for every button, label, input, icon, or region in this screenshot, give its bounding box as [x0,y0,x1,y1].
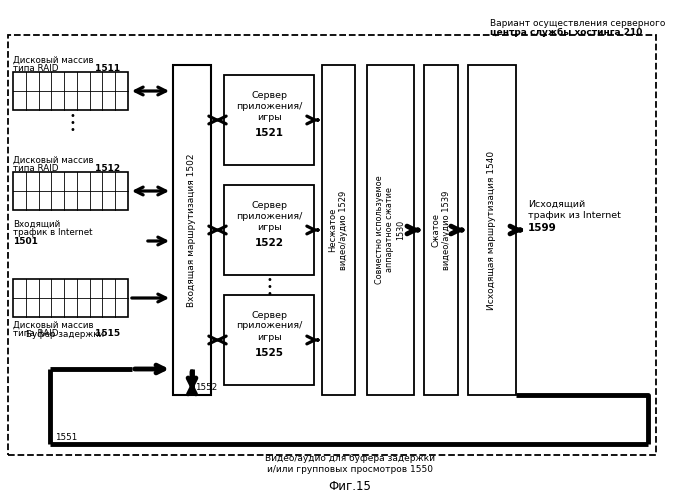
Text: 1521: 1521 [254,128,284,138]
Text: •: • [266,282,272,292]
Text: Фиг.15: Фиг.15 [329,481,371,494]
Bar [224,185,314,275]
Text: Дисковый массив: Дисковый массив [13,321,94,330]
Text: •: • [69,125,75,135]
Bar [322,65,355,395]
Text: трафик из Internet: трафик из Internet [528,211,621,220]
Bar [367,65,414,395]
Text: •: • [266,275,272,285]
Text: трафик в Internet: трафик в Internet [13,228,92,237]
Text: 1501: 1501 [13,237,38,246]
Text: типа RAID: типа RAID [13,164,59,173]
Text: приложения/: приложения/ [236,101,302,110]
Text: Вариант осуществления серверного: Вариант осуществления серверного [490,19,665,28]
Text: 1522: 1522 [254,238,284,248]
Text: Дисковый массив: Дисковый массив [13,156,94,165]
Bar [424,65,458,395]
Text: Сжатое
видео/аудио 1539: Сжатое видео/аудио 1539 [431,190,451,269]
Bar [13,279,128,317]
Bar [13,72,128,110]
Text: центра службы хостинга 210: центра службы хостинга 210 [490,28,642,37]
Text: Сервер: Сервер [251,90,287,99]
Text: 1515: 1515 [92,329,120,338]
Text: Входящий: Входящий [13,220,60,229]
Text: 1512: 1512 [92,164,120,173]
Text: •: • [69,118,75,128]
Text: Совместно используемое
аппаратное сжатие
1530: Совместно используемое аппаратное сжатие… [375,176,405,284]
Text: типа RAID: типа RAID [13,64,59,73]
Text: Сервер: Сервер [251,310,287,319]
Text: игры: игры [257,112,282,121]
Text: приложения/: приложения/ [236,321,302,330]
Text: 1511: 1511 [92,64,120,73]
Text: Исходящая маршрутизация 1540: Исходящая маршрутизация 1540 [487,150,496,309]
Text: Буфер задержки: Буфер задержки [26,330,104,339]
Bar [173,65,211,395]
Bar [13,172,128,210]
Text: •: • [69,111,75,121]
Text: игры: игры [257,223,282,232]
Bar [224,75,314,165]
Text: Несжатое
видео/аудио 1529: Несжатое видео/аудио 1529 [329,191,347,269]
Bar [468,65,516,395]
Bar [8,35,656,455]
Text: 1599: 1599 [528,223,556,233]
Text: Сервер: Сервер [251,201,287,210]
Text: 1551: 1551 [55,433,78,442]
Text: 1552: 1552 [195,383,217,392]
Text: •: • [266,289,272,299]
Text: 1525: 1525 [254,348,284,358]
Bar [224,295,314,385]
Text: игры: игры [257,332,282,341]
Text: Исходящий: Исходящий [528,200,585,209]
Text: Дисковый массив: Дисковый массив [13,56,94,65]
Text: типа RAID: типа RAID [13,329,59,338]
Text: приложения/: приложения/ [236,212,302,221]
Text: Видео/аудио для буфера задержки
и/или групповых просмотров 1550: Видео/аудио для буфера задержки и/или гр… [265,454,435,474]
Text: Входящая маршрутизация 1502: Входящая маршрутизация 1502 [187,153,196,307]
